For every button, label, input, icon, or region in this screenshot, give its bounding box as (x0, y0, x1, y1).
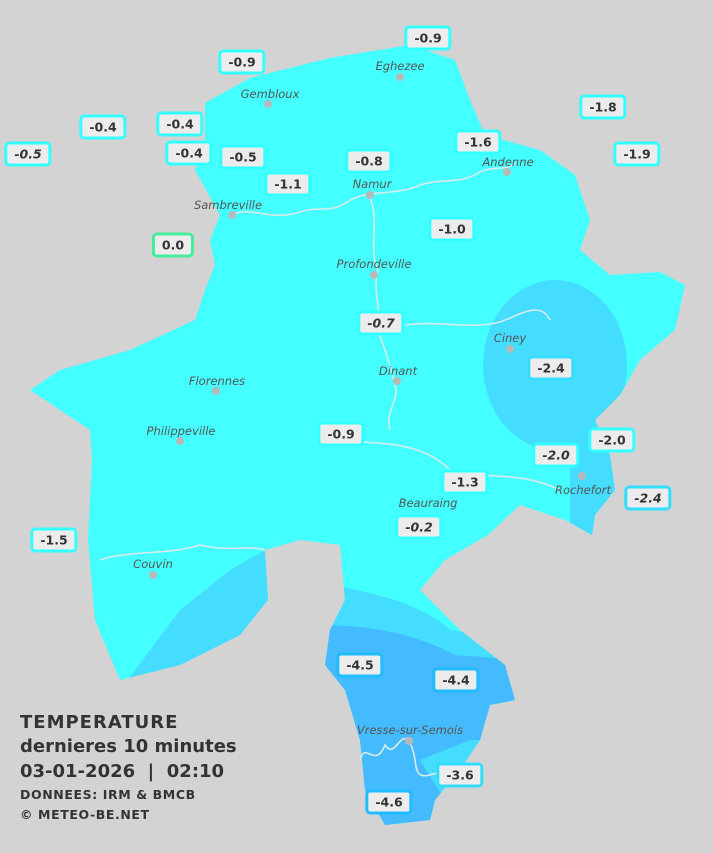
town-label-vresse-sur-semois: Vresse-sur-Semois (356, 723, 464, 737)
town-dot (212, 387, 220, 395)
temperature-label: -4.5 (336, 652, 384, 678)
zone-mid-couvin (120, 550, 270, 690)
caption-subtitle: dernieres 10 minutes (20, 736, 237, 757)
temperature-label: -0.5 (4, 141, 52, 167)
town-label-rochefort: Rochefort (554, 483, 612, 497)
temperature-label: -0.9 (317, 421, 365, 447)
town-label-gembloux: Gembloux (240, 87, 300, 101)
town-dot (176, 437, 184, 445)
caption-source: DONNEES: IRM & BMCB (20, 787, 196, 802)
town-label-philippeville: Philippeville (146, 424, 216, 438)
temperature-label: -0.4 (165, 140, 213, 166)
town-label-profondeville: Profondeville (336, 257, 412, 271)
town-label-ciney: Ciney (493, 331, 527, 345)
temperature-label: -1.5 (30, 527, 78, 553)
temperature-label: -2.0 (588, 427, 636, 453)
temperature-label: 0.0 (151, 232, 195, 258)
temperature-label: -4.6 (365, 789, 413, 815)
temperature-label: -0.8 (345, 148, 393, 174)
temperature-label: -1.6 (454, 129, 502, 155)
caption-datetime: 03-01-2026 | 02:10 (20, 761, 225, 782)
map-caption: TEMPERATURE dernieres 10 minutes 03-01-2… (20, 711, 237, 825)
caption-copyright: © METEO-BE.NET (20, 807, 150, 822)
temperature-label: -1.9 (613, 141, 661, 167)
temperature-label: -0.2 (395, 514, 443, 540)
temperature-label: -0.4 (156, 111, 204, 137)
town-label-sambreville: Sambreville (193, 198, 263, 212)
temperature-label: -0.9 (218, 49, 266, 75)
temperature-label: -0.9 (404, 25, 452, 51)
town-dot (393, 377, 401, 385)
temperature-label: -2.0 (532, 442, 580, 468)
temperature-label: -1.3 (441, 469, 489, 495)
caption-title: TEMPERATURE (20, 712, 179, 733)
town-dot (264, 100, 272, 108)
town-label-florennes: Florennes (188, 374, 246, 388)
temperature-label: -1.0 (428, 216, 476, 242)
town-dot (228, 211, 236, 219)
town-label-eghezee: Eghezee (375, 59, 425, 73)
temperature-label: -0.4 (79, 114, 127, 140)
temperature-label: -1.8 (579, 94, 627, 120)
town-label-namur: Namur (352, 177, 392, 191)
town-dot (405, 737, 413, 745)
town-label-beauraing: Beauraing (398, 496, 458, 510)
temperature-label: -1.1 (264, 171, 312, 197)
town-label-couvin: Couvin (133, 557, 173, 571)
temperature-label: -0.7 (357, 310, 405, 336)
temperature-label: -3.6 (436, 762, 484, 788)
town-dot (503, 168, 511, 176)
town-dot (506, 345, 514, 353)
town-dot (578, 472, 586, 480)
town-dot (149, 571, 157, 579)
temperature-label: -2.4 (527, 355, 575, 381)
temperature-label: -2.4 (624, 485, 672, 511)
town-dot (366, 191, 374, 199)
town-dot (370, 271, 378, 279)
town-label-dinant: Dinant (378, 364, 418, 378)
town-dot (396, 73, 404, 81)
temperature-label: -4.4 (432, 667, 480, 693)
town-label-andenne: Andenne (482, 155, 534, 169)
temperature-label: -0.5 (219, 144, 267, 170)
